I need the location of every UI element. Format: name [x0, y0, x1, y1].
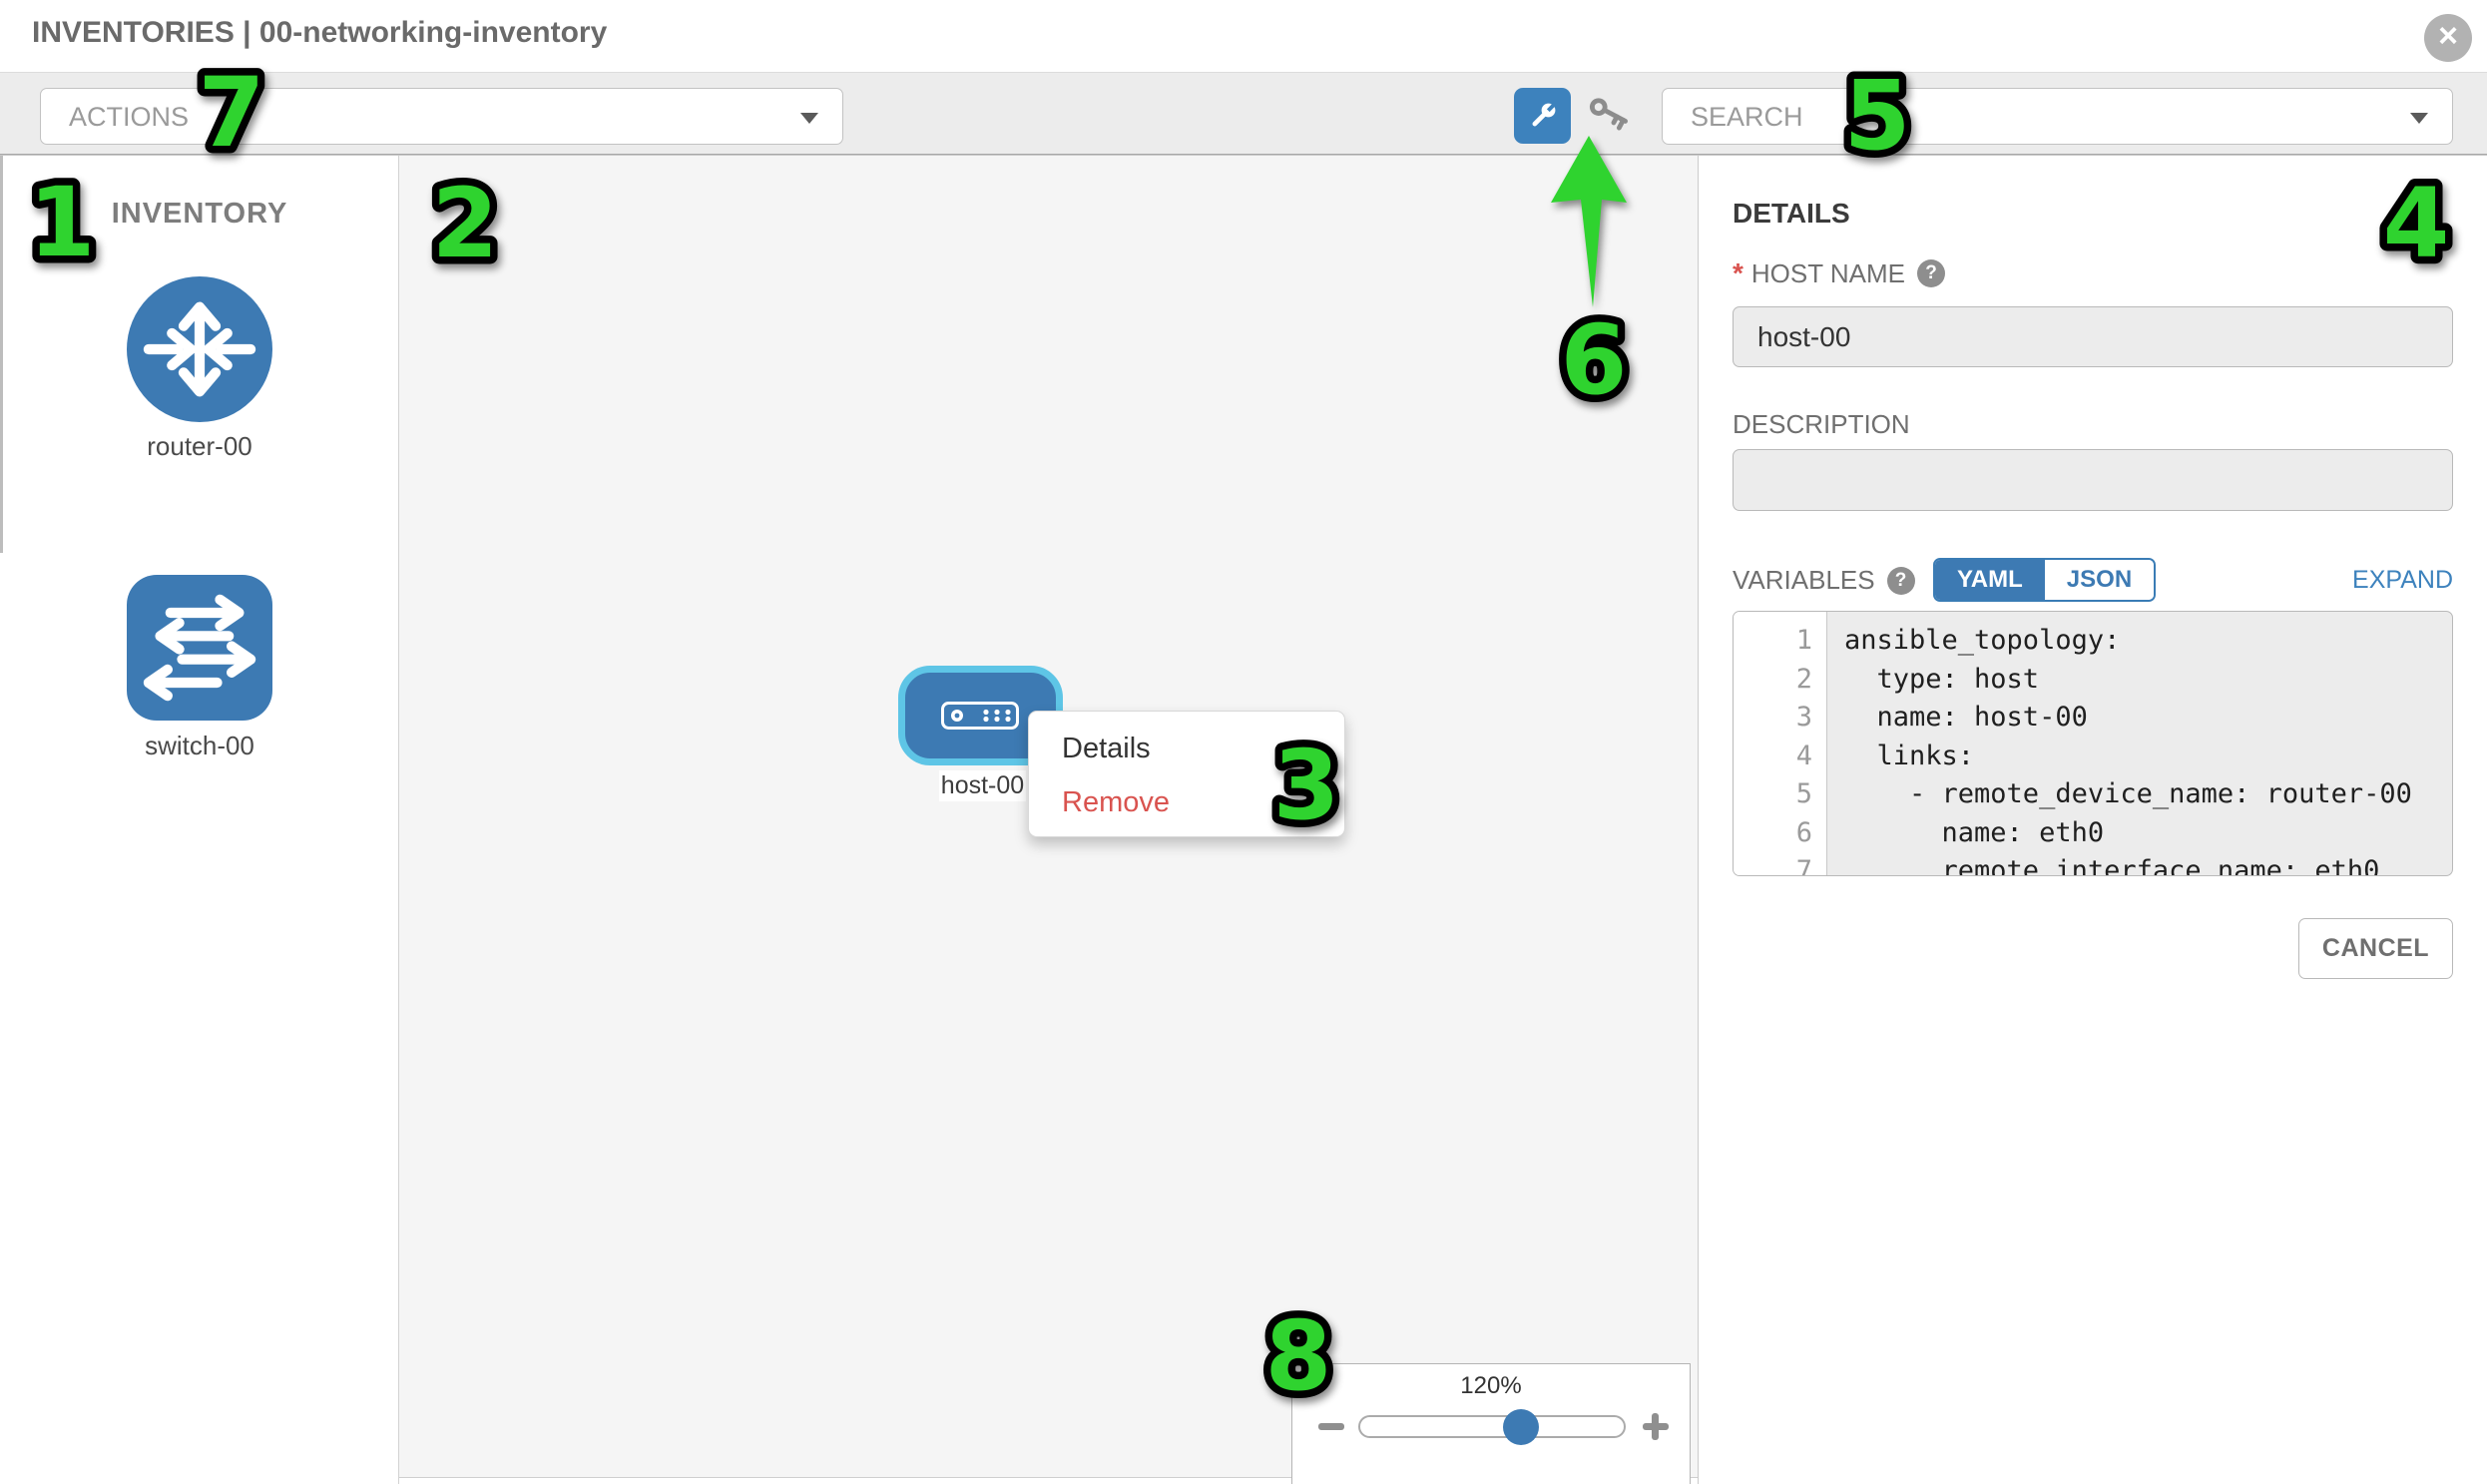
cancel-button[interactable]: CANCEL [2298, 918, 2453, 979]
description-label-row: DESCRIPTION [1733, 409, 1910, 440]
editor-gutter: 1 2 3 4 5 6 7 [1734, 612, 1827, 876]
sidebar-item-switch-label: switch-00 [145, 731, 254, 760]
zoom-slider-track[interactable] [1358, 1415, 1626, 1438]
host-name-label: HOST NAME [1750, 257, 1906, 288]
zoom-control: 120% [1291, 1363, 1691, 1484]
description-label: DESCRIPTION [1733, 409, 1910, 439]
code-line: - remote_device_name: router-00 [1844, 778, 2412, 809]
switch-icon [143, 594, 256, 702]
line-number: 7 [1795, 855, 1812, 876]
line-number: 5 [1795, 778, 1812, 809]
wrench-icon [1532, 102, 1556, 127]
canvas-divider [399, 1477, 1698, 1478]
header: INVENTORIES | 00-networking-inventory × [0, 0, 2487, 72]
sidebar-title: INVENTORY [111, 198, 288, 230]
code-line: name: host-00 [1844, 702, 2088, 733]
details-panel-title: DETAILS [1733, 198, 1850, 229]
page-title: INVENTORIES | 00-networking-inventory [32, 16, 608, 49]
help-icon[interactable]: ? [1886, 566, 1915, 595]
actions-dropdown-label: ACTIONS [69, 102, 190, 132]
zoom-out-button[interactable] [1318, 1423, 1344, 1430]
code-line: name: eth0 [1844, 816, 2105, 848]
code-line: type: host [1844, 663, 2040, 695]
main-divider [0, 155, 2487, 156]
chevron-down-icon [800, 113, 818, 124]
variables-label-row: VARIABLES ? [1733, 565, 1915, 596]
context-menu-item-details[interactable]: Details [1062, 733, 1151, 764]
host-name-input[interactable] [1733, 306, 2453, 367]
required-marker: * [1733, 257, 1743, 288]
line-number: 3 [1795, 702, 1812, 733]
context-menu-item-remove[interactable]: Remove [1062, 786, 1170, 818]
host-node-label: host-00 [939, 770, 1026, 801]
search-dropdown[interactable]: SEARCH [1662, 88, 2453, 145]
router-icon [143, 301, 256, 397]
tab-json[interactable]: JSON [2044, 560, 2155, 600]
help-icon[interactable]: ? [1917, 259, 1946, 287]
zoom-level-value: 120% [1460, 1372, 1522, 1399]
search-dropdown-label: SEARCH [1691, 102, 1803, 132]
variables-format-toggle: YAML JSON [1933, 558, 2157, 602]
editor-code-area[interactable]: ansible_topology: type: host name: host-… [1828, 612, 2452, 876]
actions-dropdown[interactable]: ACTIONS [40, 88, 843, 145]
close-icon[interactable]: × [2424, 14, 2472, 62]
line-number: 1 [1795, 625, 1812, 656]
sidebar-item-router-label: router-00 [147, 431, 252, 461]
key-button[interactable] [1583, 92, 1635, 140]
tab-yaml[interactable]: YAML [1935, 560, 2045, 600]
zoom-slider-handle[interactable] [1503, 1409, 1539, 1445]
sidebar-item-switch[interactable] [127, 575, 272, 721]
description-input[interactable] [1733, 449, 2453, 511]
expand-link[interactable]: EXPAND [2352, 566, 2453, 594]
host-icon [941, 702, 1019, 730]
code-line: ansible_topology: [1844, 625, 2121, 656]
sidebar-scrollbar[interactable] [0, 156, 3, 553]
line-number: 4 [1795, 740, 1812, 771]
variables-label: VARIABLES [1733, 565, 1875, 595]
key-icon [1589, 98, 1628, 131]
line-number: 6 [1795, 816, 1812, 848]
line-number: 2 [1795, 663, 1812, 695]
zoom-in-button[interactable] [1652, 1413, 1659, 1440]
code-line: links: [1844, 740, 1975, 771]
sidebar-item-router[interactable] [127, 276, 272, 422]
code-line: remote_interface_name: eth0 [1844, 855, 2380, 876]
chevron-down-icon [2410, 113, 2428, 124]
configure-button[interactable] [1514, 88, 1571, 144]
host-name-label-row: * HOST NAME ? [1733, 257, 1946, 289]
variables-code-editor: 1 2 3 4 5 6 7 ansible_topology: type: ho… [1733, 611, 2453, 876]
inventory-sidebar: INVENTORY router-00 [0, 156, 399, 1484]
node-context-menu: Details Remove [1028, 711, 1345, 837]
